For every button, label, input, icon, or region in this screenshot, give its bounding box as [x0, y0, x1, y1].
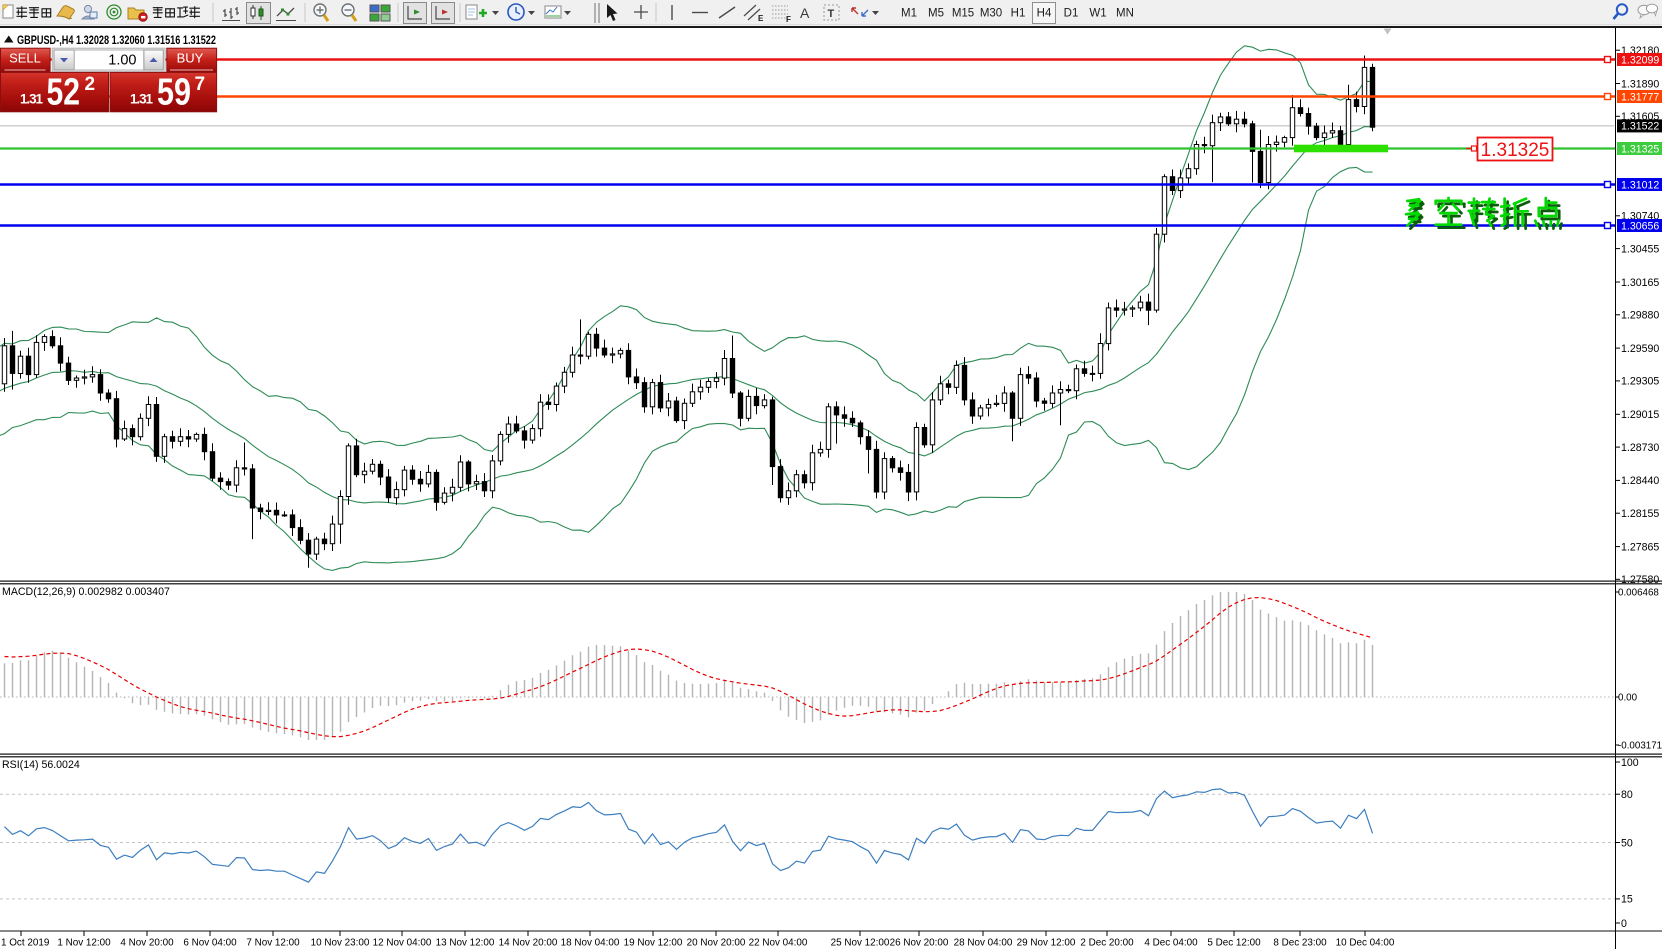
svg-text:19 Nov 12:00: 19 Nov 12:00 — [624, 938, 683, 949]
svg-text:W1: W1 — [1089, 8, 1106, 20]
svg-text:80: 80 — [1621, 789, 1633, 801]
svg-text:1.28440: 1.28440 — [1621, 475, 1659, 487]
svg-text:12 Nov 04:00: 12 Nov 04:00 — [373, 938, 432, 949]
svg-text:50: 50 — [1621, 837, 1633, 849]
svg-text:GBPUSD-,H4 1.32028 1.32060 1.: GBPUSD-,H4 1.32028 1.32060 1.31516 1.315… — [17, 33, 216, 47]
svg-text:26 Nov 20:00: 26 Nov 20:00 — [890, 938, 949, 949]
svg-text:1.28730: 1.28730 — [1621, 442, 1659, 454]
svg-text:4 Dec 04:00: 4 Dec 04:00 — [1144, 938, 1198, 949]
svg-text:100: 100 — [1621, 757, 1639, 769]
svg-text:1.32099: 1.32099 — [1621, 54, 1659, 66]
svg-text:25 Nov 12:00: 25 Nov 12:00 — [831, 938, 890, 949]
svg-text:1.31325: 1.31325 — [1621, 143, 1659, 155]
svg-text:1.29880: 1.29880 — [1621, 310, 1659, 322]
svg-text:M5: M5 — [928, 8, 944, 20]
svg-text:18 Nov 04:00: 18 Nov 04:00 — [561, 938, 620, 949]
svg-text:7: 7 — [195, 74, 206, 95]
svg-text:1.30165: 1.30165 — [1621, 277, 1659, 289]
svg-text:1.31012: 1.31012 — [1621, 179, 1659, 191]
svg-text:M30: M30 — [980, 8, 1002, 20]
svg-text:1.28155: 1.28155 — [1621, 508, 1659, 520]
svg-text:1.31325: 1.31325 — [1481, 140, 1550, 161]
svg-text:13 Nov 12:00: 13 Nov 12:00 — [436, 938, 495, 949]
svg-text:15: 15 — [1621, 894, 1633, 906]
svg-text:29 Nov 12:00: 29 Nov 12:00 — [1017, 938, 1076, 949]
svg-text:1.27865: 1.27865 — [1621, 541, 1659, 553]
svg-text:2 Dec 20:00: 2 Dec 20:00 — [1080, 938, 1134, 949]
svg-text:1.27580: 1.27580 — [1621, 574, 1659, 586]
svg-text:1.31890: 1.31890 — [1621, 78, 1659, 90]
svg-text:1.31777: 1.31777 — [1621, 91, 1659, 103]
svg-text:1.00: 1.00 — [108, 53, 136, 69]
svg-text:52: 52 — [47, 72, 81, 114]
svg-text:10 Dec 04:00: 10 Dec 04:00 — [1336, 938, 1395, 949]
svg-text:59: 59 — [157, 72, 191, 114]
svg-text:MACD(12,26,9) 0.002982 0.00340: MACD(12,26,9) 0.002982 0.003407 — [2, 586, 170, 598]
svg-text:H1: H1 — [1011, 8, 1026, 20]
svg-text:1.31: 1.31 — [20, 92, 43, 107]
svg-text:1.30656: 1.30656 — [1621, 220, 1659, 232]
svg-text:1.31522: 1.31522 — [1621, 121, 1659, 133]
svg-text:5 Dec 12:00: 5 Dec 12:00 — [1207, 938, 1261, 949]
svg-text:M15: M15 — [952, 8, 974, 20]
svg-text:SELL: SELL — [9, 51, 41, 66]
svg-text:MN: MN — [1116, 8, 1134, 20]
svg-text:-0.003171: -0.003171 — [1618, 741, 1662, 752]
svg-text:1.29015: 1.29015 — [1621, 409, 1659, 421]
svg-text:0.00: 0.00 — [1618, 693, 1638, 704]
svg-text:10 Nov 23:00: 10 Nov 23:00 — [311, 938, 370, 949]
svg-text:BUY: BUY — [177, 51, 204, 66]
svg-text:2: 2 — [85, 74, 96, 95]
svg-text:RSI(14) 56.0024: RSI(14) 56.0024 — [2, 759, 80, 771]
svg-text:6 Nov 04:00: 6 Nov 04:00 — [183, 938, 237, 949]
svg-text:F: F — [786, 15, 791, 24]
svg-text:8 Dec 23:00: 8 Dec 23:00 — [1273, 938, 1327, 949]
svg-text:28 Nov 04:00: 28 Nov 04:00 — [954, 938, 1013, 949]
svg-text:E: E — [758, 14, 764, 23]
svg-text:M1: M1 — [901, 8, 917, 20]
svg-text:T: T — [828, 8, 835, 20]
svg-text:1.29590: 1.29590 — [1621, 343, 1659, 355]
svg-text:20 Nov 20:00: 20 Nov 20:00 — [687, 938, 746, 949]
svg-text:0.006468: 0.006468 — [1618, 588, 1659, 599]
svg-text:4 Nov 20:00: 4 Nov 20:00 — [120, 938, 174, 949]
svg-text:0: 0 — [1621, 918, 1627, 930]
svg-text:A: A — [800, 5, 810, 21]
svg-text:1 Oct 2019: 1 Oct 2019 — [1, 938, 50, 949]
svg-text:D1: D1 — [1064, 8, 1079, 20]
svg-text:7 Nov 12:00: 7 Nov 12:00 — [246, 938, 300, 949]
svg-text:1.31: 1.31 — [130, 92, 153, 107]
svg-text:1 Nov 12:00: 1 Nov 12:00 — [57, 938, 111, 949]
svg-text:14 Nov 20:00: 14 Nov 20:00 — [499, 938, 558, 949]
svg-text:1.30455: 1.30455 — [1621, 243, 1659, 255]
svg-text:22 Nov 04:00: 22 Nov 04:00 — [749, 938, 808, 949]
svg-text:H4: H4 — [1037, 8, 1052, 20]
svg-text:1.29305: 1.29305 — [1621, 376, 1659, 388]
